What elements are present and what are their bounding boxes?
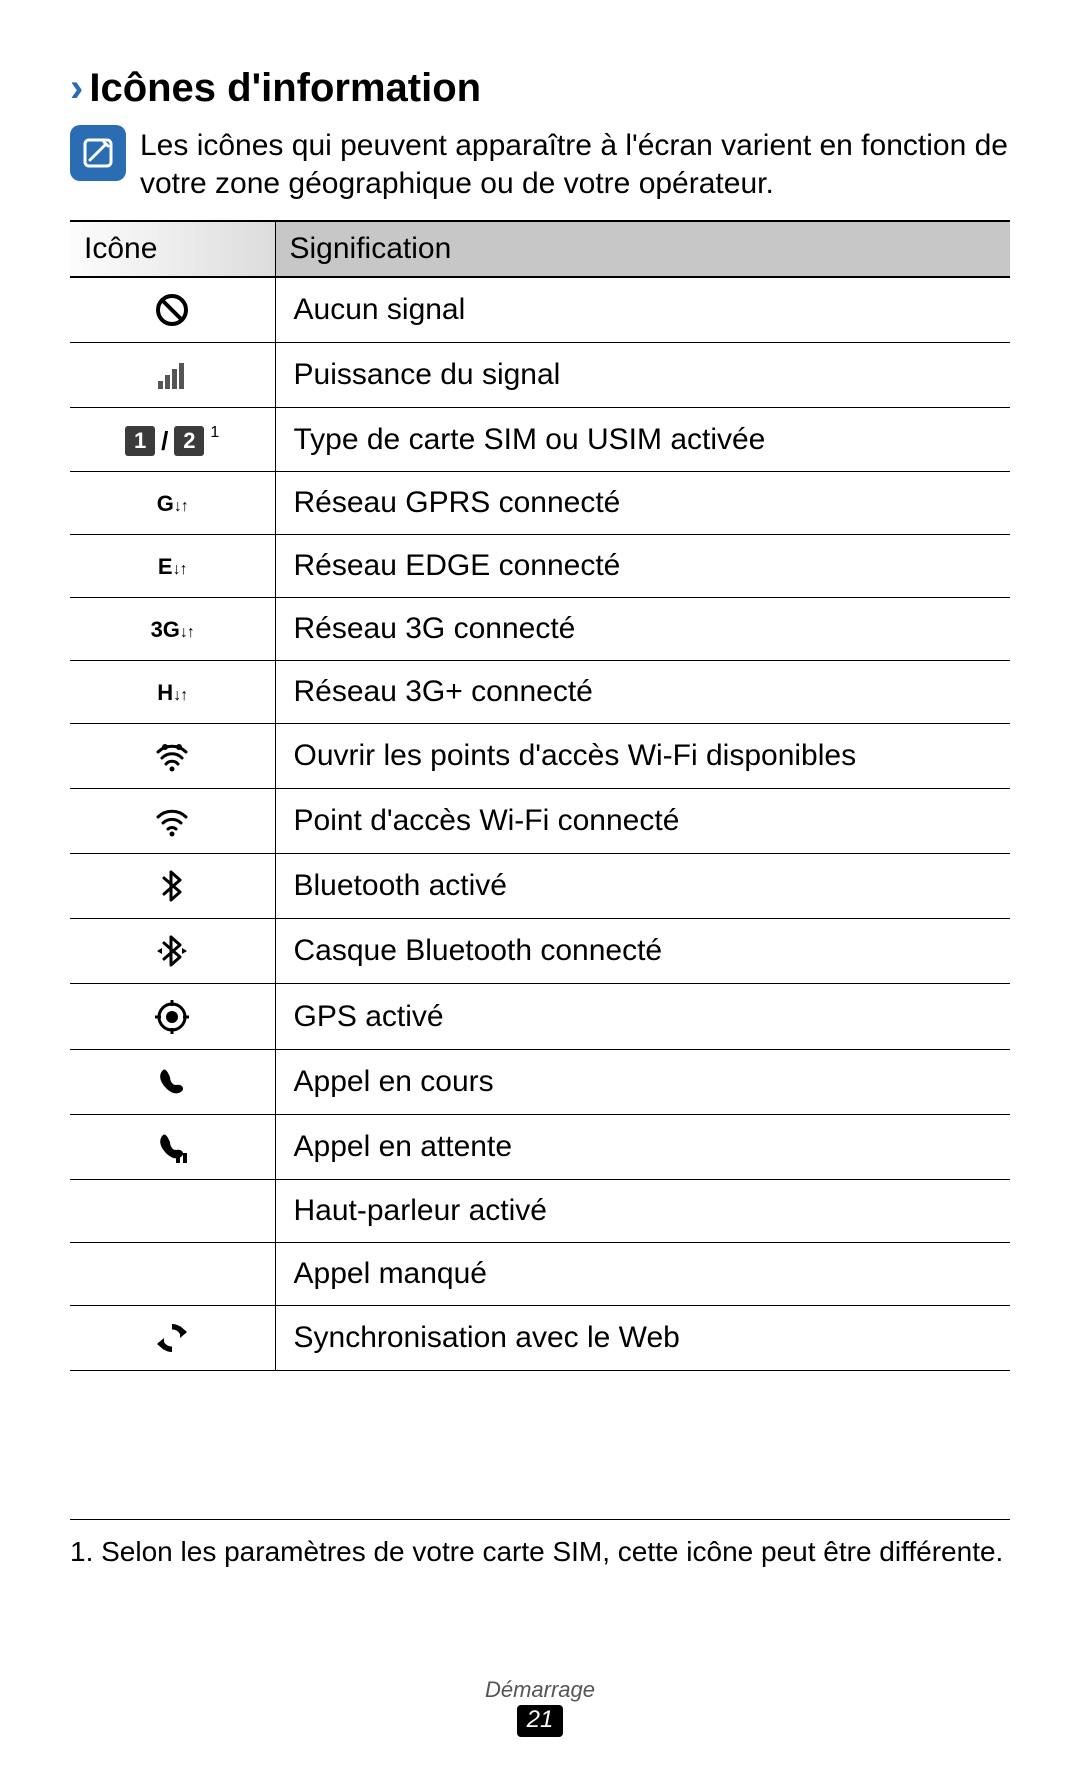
missed-call-icon — [70, 1242, 275, 1305]
icon-table: Icône Signification Aucun signalPuissanc… — [70, 220, 1010, 1371]
footnote: 1. Selon les paramètres de votre carte S… — [70, 1534, 1010, 1570]
bluetooth-headset-icon — [70, 919, 275, 984]
row-label: GPS activé — [275, 984, 1010, 1049]
table-row: G↓↑Réseau GPRS connecté — [70, 472, 1010, 535]
table-row: Appel en cours — [70, 1049, 1010, 1114]
signal-bars-icon — [70, 343, 275, 408]
speaker-icon — [70, 1179, 275, 1242]
table-row: H↓↑Réseau 3G+ connecté — [70, 661, 1010, 724]
table-row: Synchronisation avec le Web — [70, 1305, 1010, 1370]
row-label: Réseau 3G connecté — [275, 598, 1010, 661]
header-icon: Icône — [70, 221, 275, 277]
wifi-open-icon — [70, 724, 275, 789]
row-label: Type de carte SIM ou USIM activée — [275, 408, 1010, 472]
wifi-icon — [70, 789, 275, 854]
row-label: Réseau GPRS connecté — [275, 472, 1010, 535]
row-label: Synchronisation avec le Web — [275, 1305, 1010, 1370]
page-number: 21 — [517, 1705, 564, 1737]
table-row: 1/21Type de carte SIM ou USIM activée — [70, 408, 1010, 472]
no-signal-icon — [70, 277, 275, 343]
row-label: Appel en cours — [275, 1049, 1010, 1114]
table-row: Appel en attente — [70, 1114, 1010, 1179]
table-row: Point d'accès Wi-Fi connecté — [70, 789, 1010, 854]
row-label: Aucun signal — [275, 277, 1010, 343]
table-row: GPS activé — [70, 984, 1010, 1049]
call-hold-icon — [70, 1114, 275, 1179]
table-row: Puissance du signal — [70, 343, 1010, 408]
section-title-text: Icônes d'information — [89, 66, 481, 110]
row-label: Appel en attente — [275, 1114, 1010, 1179]
section-title: ›Icônes d'information — [70, 66, 1010, 111]
footnote-rule — [70, 1519, 1010, 1520]
page-footer: Démarrage 21 — [0, 1677, 1080, 1737]
table-row: Ouvrir les points d'accès Wi-Fi disponib… — [70, 724, 1010, 789]
table-row: E↓↑Réseau EDGE connecté — [70, 535, 1010, 598]
net-gprs-icon: G↓↑ — [70, 472, 275, 535]
sim-1-2-icon: 1/21 — [70, 408, 275, 472]
table-row: Haut-parleur activé — [70, 1179, 1010, 1242]
net-h-icon: H↓↑ — [70, 661, 275, 724]
note-text: Les icônes qui peuvent apparaître à l'éc… — [140, 125, 1010, 202]
gps-icon — [70, 984, 275, 1049]
row-label: Haut-parleur activé — [275, 1179, 1010, 1242]
table-row: Casque Bluetooth connecté — [70, 919, 1010, 984]
sync-icon — [70, 1305, 275, 1370]
row-label: Puissance du signal — [275, 343, 1010, 408]
row-label: Réseau EDGE connecté — [275, 535, 1010, 598]
header-meaning: Signification — [275, 221, 1010, 277]
call-icon — [70, 1049, 275, 1114]
bluetooth-icon — [70, 854, 275, 919]
table-row: Bluetooth activé — [70, 854, 1010, 919]
chevron-icon: › — [70, 66, 83, 110]
row-label: Bluetooth activé — [275, 854, 1010, 919]
row-label: Point d'accès Wi-Fi connecté — [275, 789, 1010, 854]
table-body: Aucun signalPuissance du signal1/21Type … — [70, 277, 1010, 1370]
table-row: Appel manqué — [70, 1242, 1010, 1305]
table-row: 3G↓↑Réseau 3G connecté — [70, 598, 1010, 661]
row-label: Ouvrir les points d'accès Wi-Fi disponib… — [275, 724, 1010, 789]
note-block: Les icônes qui peuvent apparaître à l'éc… — [70, 125, 1010, 202]
row-label: Casque Bluetooth connecté — [275, 919, 1010, 984]
row-label: Réseau 3G+ connecté — [275, 661, 1010, 724]
footer-section: Démarrage — [0, 1677, 1080, 1703]
net-3g-icon: 3G↓↑ — [70, 598, 275, 661]
net-edge-icon: E↓↑ — [70, 535, 275, 598]
row-label: Appel manqué — [275, 1242, 1010, 1305]
note-icon — [70, 125, 126, 181]
table-row: Aucun signal — [70, 277, 1010, 343]
